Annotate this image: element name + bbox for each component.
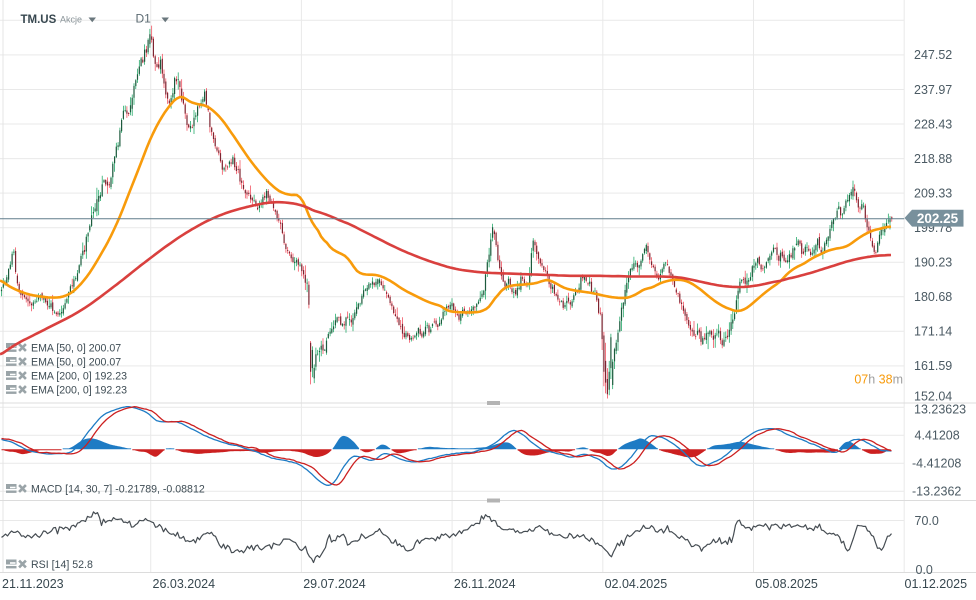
svg-text:01.12.2025: 01.12.2025 (905, 577, 968, 591)
svg-text:D1: D1 (136, 12, 152, 26)
svg-text:EMA [50, 0] 200.07: EMA [50, 0] 200.07 (31, 357, 121, 369)
svg-text:228.43: 228.43 (914, 117, 952, 131)
svg-text:MACD [14, 30, 7] -0.21789, -0.: MACD [14, 30, 7] -0.21789, -0.08812 (31, 484, 205, 496)
svg-text:202.25: 202.25 (917, 211, 959, 226)
svg-text:190.23: 190.23 (914, 256, 952, 270)
svg-text:RSI [14] 52.8: RSI [14] 52.8 (31, 559, 93, 571)
svg-text:70.0: 70.0 (915, 514, 939, 528)
svg-text:29.07.2024: 29.07.2024 (303, 577, 366, 591)
svg-text:EMA [200, 0] 192.23: EMA [200, 0] 192.23 (31, 385, 127, 397)
svg-text:Akcje: Akcje (60, 14, 82, 24)
svg-text:07h 38m: 07h 38m (854, 373, 903, 387)
svg-text:26.03.2024: 26.03.2024 (153, 577, 216, 591)
svg-text:171.14: 171.14 (914, 325, 952, 339)
svg-text:4.41208: 4.41208 (915, 429, 960, 443)
svg-text:161.59: 161.59 (914, 359, 952, 373)
svg-text:247.52: 247.52 (914, 48, 952, 62)
svg-text:02.04.2025: 02.04.2025 (605, 577, 668, 591)
svg-text:-13.2362: -13.2362 (912, 485, 961, 499)
svg-text:237.97: 237.97 (914, 83, 952, 97)
svg-text:13.23623: 13.23623 (914, 403, 966, 417)
svg-text:180.68: 180.68 (914, 290, 952, 304)
svg-text:TM.US: TM.US (21, 14, 57, 26)
svg-text:152.04: 152.04 (914, 390, 952, 404)
svg-text:-4.41208: -4.41208 (912, 457, 961, 471)
svg-text:209.33: 209.33 (914, 186, 952, 200)
svg-text:0.0: 0.0 (916, 563, 933, 577)
svg-text:EMA [50, 0] 200.07: EMA [50, 0] 200.07 (31, 343, 121, 355)
svg-text:218.88: 218.88 (914, 152, 952, 166)
svg-text:21.11.2023: 21.11.2023 (2, 577, 64, 591)
svg-text:26.11.2024: 26.11.2024 (454, 577, 516, 591)
svg-text:05.08.2025: 05.08.2025 (755, 577, 818, 591)
svg-text:EMA [200, 0] 192.23: EMA [200, 0] 192.23 (31, 371, 127, 383)
